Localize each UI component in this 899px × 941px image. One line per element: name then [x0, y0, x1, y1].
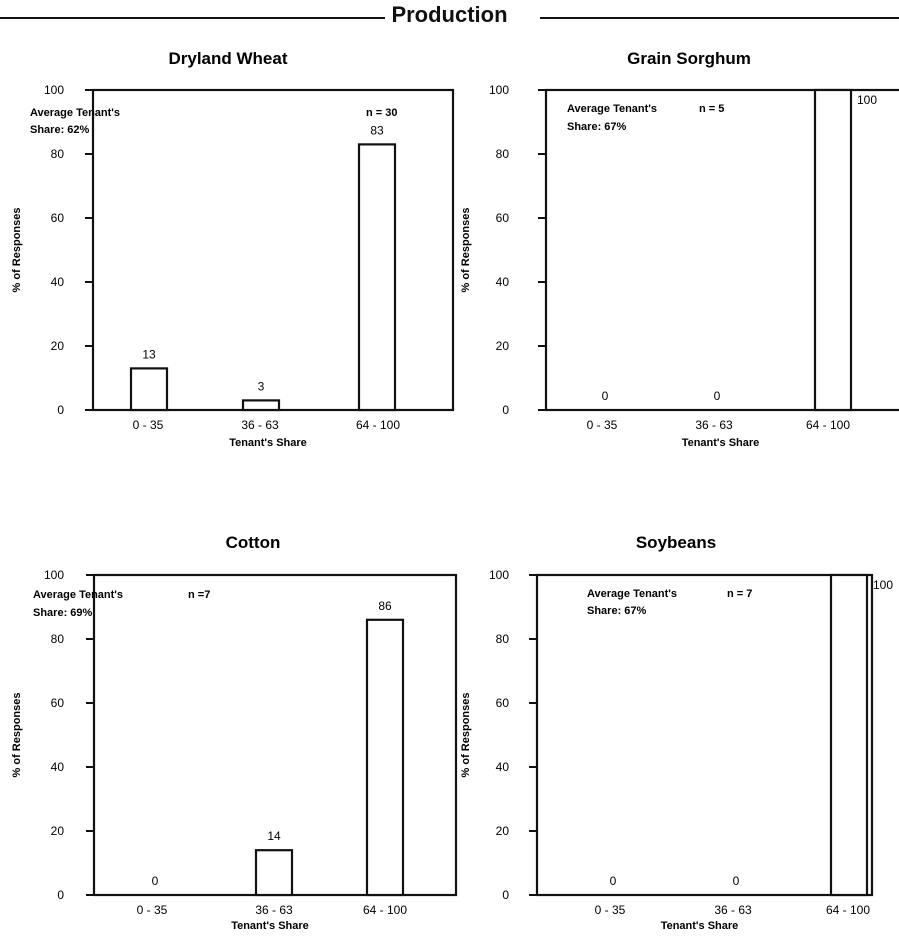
x-axis-label: Tenant's Share: [682, 437, 760, 449]
x-axis-label: Tenant's Share: [661, 920, 739, 932]
page-title: Production: [385, 2, 514, 27]
bar-value-label: 3: [258, 379, 265, 393]
x-tick-label: 64 - 100: [356, 418, 400, 432]
sample-size-note: n = 7: [727, 588, 752, 600]
sample-size-note: n = 5: [699, 103, 724, 115]
y-tick-label: 20: [51, 824, 65, 838]
bar: [829, 573, 869, 897]
bar: [129, 367, 169, 412]
y-tick-label: 80: [496, 147, 510, 161]
y-tick-label: 100: [44, 568, 64, 582]
average-share-note-line2: Share: 69%: [33, 607, 93, 619]
average-share-note-line2: Share: 62%: [30, 124, 90, 136]
chart-title: Soybeans: [636, 533, 716, 552]
y-tick-label: 40: [496, 275, 510, 289]
x-axis-label: Tenant's Share: [231, 920, 309, 932]
y-tick-label: 60: [496, 211, 510, 225]
bar: [357, 143, 397, 412]
bar-value-label: 86: [378, 599, 392, 613]
y-tick-label: 0: [502, 403, 509, 417]
sample-size-note: n =7: [188, 589, 210, 601]
x-tick-label: 0 - 35: [133, 418, 164, 432]
bar: [241, 399, 281, 412]
bar-value-label: 0: [602, 389, 609, 403]
average-share-note-line1: Average Tenant's: [33, 589, 123, 601]
y-tick-label: 80: [496, 632, 510, 646]
y-tick-label: 40: [51, 760, 65, 774]
average-share-note-line2: Share: 67%: [587, 605, 647, 617]
y-tick-label: 20: [51, 339, 65, 353]
sample-size-note: n = 30: [366, 107, 398, 119]
bar-value-label: 0: [733, 874, 740, 888]
y-axis-label: % of Responses: [460, 208, 472, 293]
chart-title: Cotton: [226, 533, 281, 552]
chart-title: Dryland Wheat: [168, 49, 287, 68]
y-tick-label: 40: [51, 275, 65, 289]
chart-cotton: Cotton 0 20 40 60 80 100 % of Responses 0 0 - 35 1…: [11, 533, 458, 932]
chart-dryland-wheat: Dryland Wheat 0 20 40 60 80 100 % of Responses 1…: [11, 49, 455, 449]
plot-frame: [535, 573, 874, 897]
y-axis-label: % of Responses: [11, 208, 23, 293]
average-share-note-line2: Share: 67%: [567, 121, 627, 133]
y-tick-label: 80: [51, 147, 65, 161]
bar: [813, 88, 853, 412]
plot-frame: [91, 88, 455, 412]
x-tick-label: 36 - 63: [714, 903, 752, 917]
page-header: Production: [0, 0, 899, 34]
y-tick-label: 60: [51, 211, 65, 225]
x-tick-label: 0 - 35: [137, 903, 168, 917]
average-share-note-line1: Average Tenant's: [587, 588, 677, 600]
bar-value-label: 100: [857, 93, 877, 107]
bar-value-label: 0: [714, 389, 721, 403]
bar: [365, 618, 405, 897]
y-tick-label: 100: [489, 83, 509, 97]
x-tick-label: 0 - 35: [587, 418, 618, 432]
average-share-note-line1: Average Tenant's: [567, 103, 657, 115]
y-tick-label: 60: [496, 696, 510, 710]
y-tick-label: 100: [44, 83, 64, 97]
y-tick-label: 0: [502, 888, 509, 902]
x-tick-label: 64 - 100: [826, 903, 870, 917]
bar-value-label: 83: [370, 123, 384, 137]
y-tick-label: 20: [496, 824, 510, 838]
y-tick-label: 0: [57, 403, 64, 417]
header-rule-right: [540, 17, 899, 19]
bar-value-label: 0: [152, 874, 159, 888]
bar-value-label: 13: [142, 347, 156, 361]
x-tick-label: 64 - 100: [363, 903, 407, 917]
x-tick-label: 36 - 63: [255, 903, 293, 917]
y-tick-label: 60: [51, 696, 65, 710]
y-tick-label: 80: [51, 632, 65, 646]
x-axis-label: Tenant's Share: [229, 437, 307, 449]
average-share-note-line1: Average Tenant's: [30, 107, 120, 119]
y-tick-label: 0: [57, 888, 64, 902]
y-tick-label: 20: [496, 339, 510, 353]
bar: [254, 849, 294, 897]
bar-value-label: 0: [610, 874, 617, 888]
x-tick-label: 0 - 35: [595, 903, 626, 917]
x-tick-label: 36 - 63: [241, 418, 279, 432]
chart-grain-sorghum: Grain Sorghum 0 20 40 60 80 100 % of Responses 0…: [460, 49, 899, 449]
plot-frame: [544, 88, 899, 412]
y-tick-label: 40: [496, 760, 510, 774]
chart-title: Grain Sorghum: [627, 49, 751, 68]
y-axis-label: % of Responses: [460, 693, 472, 778]
bar-value-label: 100: [873, 578, 893, 592]
header-rule-left: [0, 17, 420, 19]
bar-value-label: 14: [267, 829, 281, 843]
y-axis-label: % of Responses: [11, 693, 23, 778]
chart-soybeans: Soybeans 0 20 40 60 80 100 % of Responses 0 0 - 3…: [460, 533, 893, 932]
y-tick-label: 100: [489, 568, 509, 582]
x-tick-label: 36 - 63: [695, 418, 733, 432]
x-tick-label: 64 - 100: [806, 418, 850, 432]
